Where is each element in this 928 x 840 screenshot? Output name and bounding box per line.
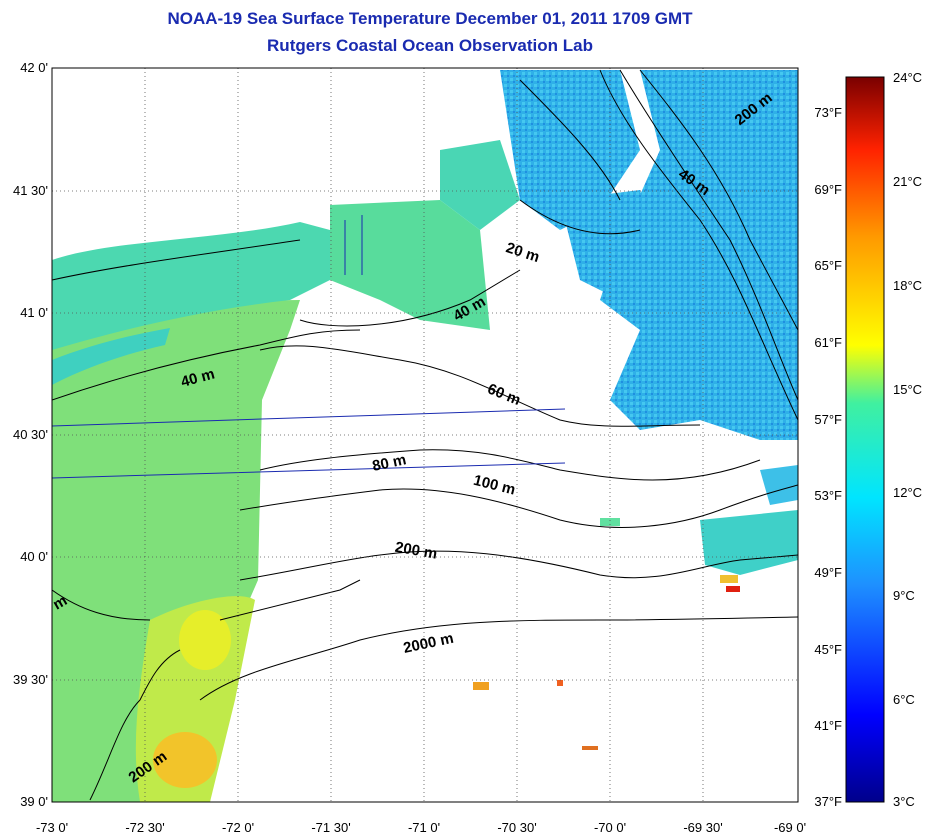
bathymetry-contours <box>52 69 798 801</box>
colorbar-celsius-label: 3°C <box>893 794 915 809</box>
lon-label: -70 30' <box>497 820 536 835</box>
colorbar-gradient <box>845 76 885 803</box>
lon-label: -70 0' <box>594 820 626 835</box>
lon-label: -69 30' <box>683 820 722 835</box>
colorbar-celsius-label: 24°C <box>893 70 922 85</box>
lat-label: 40 0' <box>20 549 48 564</box>
lat-label: 41 30' <box>13 183 48 198</box>
lat-label: 41 0' <box>20 305 48 320</box>
colorbar-fahrenheit-label: 37°F <box>814 794 842 809</box>
map-title: NOAA-19 Sea Surface Temperature December… <box>167 9 693 28</box>
colorbar-fahrenheit-label: 41°F <box>814 718 842 733</box>
colorbar-celsius-label: 6°C <box>893 692 915 707</box>
lat-label: 39 0' <box>20 794 48 809</box>
map-frame <box>51 67 799 803</box>
lon-label: -71 0' <box>408 820 440 835</box>
colorbar-fahrenheit-label: 61°F <box>814 335 842 350</box>
lat-label: 42 0' <box>20 60 48 75</box>
lon-label: -72 30' <box>125 820 164 835</box>
colorbar-celsius-label: 15°C <box>893 382 922 397</box>
lat-label: 40 30' <box>13 427 48 442</box>
satellite-tracks <box>51 215 566 479</box>
longitude-labels: -73 0' -72 30' -72 0' -71 30' -71 0' -70… <box>36 820 806 835</box>
lat-label: 39 30' <box>13 672 48 687</box>
lon-label: -73 0' <box>36 820 68 835</box>
colorbar-celsius-label: 12°C <box>893 485 922 500</box>
lon-label: -72 0' <box>222 820 254 835</box>
colorbar-celsius-label: 21°C <box>893 174 922 189</box>
colorbar-fahrenheit-label: 69°F <box>814 182 842 197</box>
colorbar-fahrenheit-label: 65°F <box>814 258 842 273</box>
latitude-labels: 42 0' 41 30' 41 0' 40 30' 40 0' 39 30' 3… <box>13 60 48 809</box>
graticule <box>52 68 798 802</box>
colorbar-fahrenheit-label: 73°F <box>814 105 842 120</box>
colorbar-fahrenheit-label: 57°F <box>814 412 842 427</box>
map-subtitle: Rutgers Coastal Ocean Observation Lab <box>267 36 593 55</box>
colorbar-fahrenheit-label: 49°F <box>814 565 842 580</box>
colorbar-fahrenheit-label: 45°F <box>814 642 842 657</box>
lon-label: -71 30' <box>311 820 350 835</box>
contour-label: 80 m <box>371 451 408 475</box>
lon-label: -69 0' <box>774 820 806 835</box>
colorbar-celsius-label: 18°C <box>893 278 922 293</box>
colorbar-fahrenheit-label: 53°F <box>814 488 842 503</box>
colorbar-celsius-label: 9°C <box>893 588 915 603</box>
colorbar: 24°C 21°C 18°C 15°C 12°C 9°C 6°C 3°C 73°… <box>814 70 922 809</box>
